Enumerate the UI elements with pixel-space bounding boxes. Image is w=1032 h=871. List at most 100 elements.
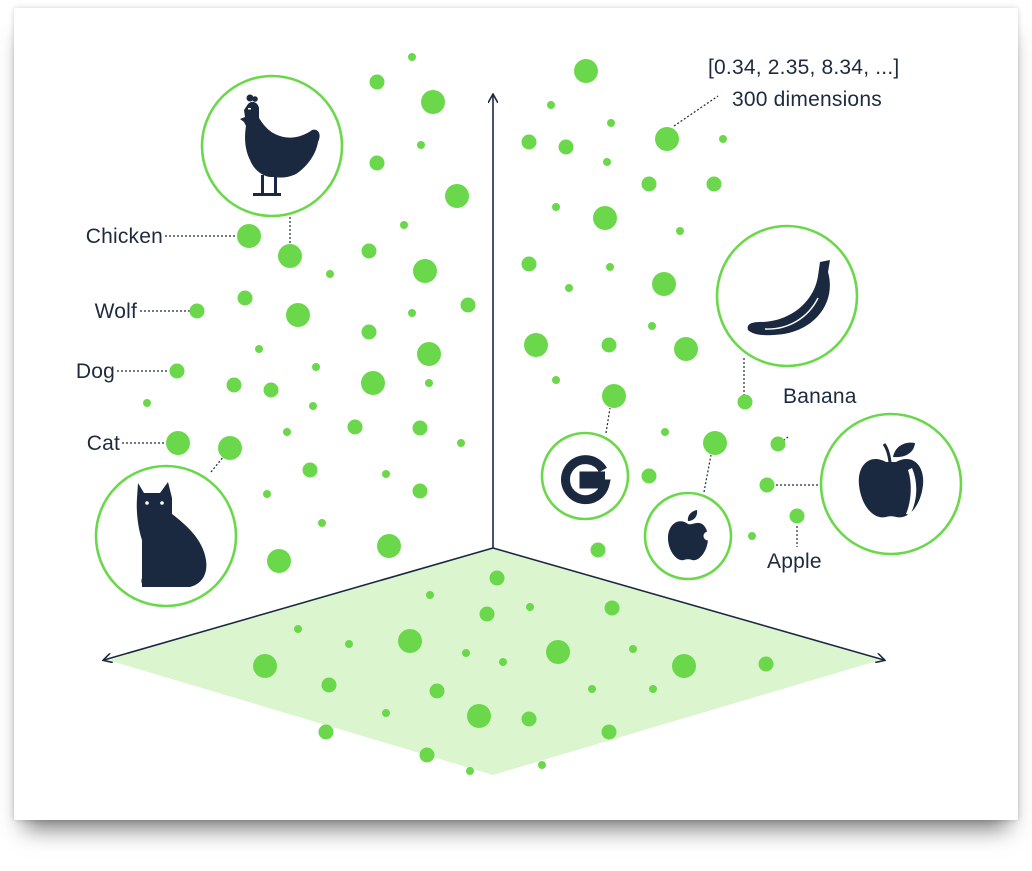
embedding-point xyxy=(419,747,435,763)
embedding-point xyxy=(318,519,326,527)
dog-label: Dog xyxy=(76,360,115,383)
embedding-point xyxy=(143,399,151,407)
embedding-point xyxy=(408,309,416,317)
embedding-point xyxy=(706,176,722,192)
embedding-point xyxy=(737,394,753,410)
embedding-point xyxy=(429,683,445,699)
embedding-point xyxy=(237,224,261,248)
google-logo-icon xyxy=(561,455,611,505)
embedding-point xyxy=(255,345,263,353)
embedding-point xyxy=(558,139,574,155)
embedding-point xyxy=(460,297,476,313)
embedding-point xyxy=(345,640,353,648)
embedding-point xyxy=(759,477,775,493)
embedding-point xyxy=(674,337,698,361)
embedding-point xyxy=(312,363,320,371)
left-axis xyxy=(104,547,494,660)
embedding-point xyxy=(189,303,205,319)
cat-label: Cat xyxy=(87,432,120,455)
embedding-point xyxy=(398,629,422,653)
embedding-point xyxy=(361,371,385,395)
right-axis xyxy=(492,547,884,660)
embedding-point xyxy=(758,656,774,672)
embedding-point xyxy=(425,379,433,387)
embedding-point xyxy=(361,324,377,340)
embedding-points xyxy=(143,53,805,775)
embedding-point xyxy=(369,74,385,90)
embedding-point xyxy=(719,135,727,143)
embedding-point xyxy=(466,767,474,775)
embedding-point xyxy=(546,640,570,664)
embedding-point xyxy=(789,508,805,524)
embedding-point xyxy=(748,532,756,540)
embedding-point xyxy=(421,90,445,114)
embedding-point xyxy=(400,221,408,229)
embedding-point xyxy=(169,363,185,379)
embedding-point xyxy=(552,203,560,211)
embedding-point xyxy=(602,384,626,408)
embedding-point xyxy=(499,658,507,666)
embedding-point xyxy=(462,649,470,657)
embedding-point xyxy=(593,206,617,230)
embedding-point xyxy=(489,570,505,586)
embedding-point xyxy=(603,158,611,166)
embedding-point xyxy=(347,419,363,435)
embedding-point xyxy=(417,141,425,149)
embedding-point xyxy=(326,270,334,278)
embedding-point xyxy=(649,685,657,693)
embedding-point xyxy=(413,259,437,283)
embedding-point xyxy=(445,184,469,208)
embedding-point xyxy=(321,677,337,693)
embedding-point xyxy=(302,462,318,478)
embedding-point xyxy=(676,227,684,235)
embedding-point xyxy=(226,377,242,393)
embedding-point xyxy=(382,470,390,478)
embedding-point xyxy=(629,645,637,653)
embedding-point xyxy=(655,127,679,151)
embedding-point xyxy=(318,724,334,740)
wolf-label: Wolf xyxy=(95,300,137,323)
embedding-point xyxy=(703,431,727,455)
embedding-point xyxy=(601,724,617,740)
embedding-point xyxy=(283,428,291,436)
banana-icon xyxy=(747,260,830,336)
chicken-label: Chicken xyxy=(86,225,163,248)
embedding-point xyxy=(457,439,465,447)
embedding-point xyxy=(426,591,434,599)
embedding-point xyxy=(565,284,573,292)
embedding-point xyxy=(408,53,416,61)
embedding-point xyxy=(590,542,606,558)
embedding-point xyxy=(641,468,657,484)
embedding-point xyxy=(588,685,596,693)
embedding-point xyxy=(467,704,491,728)
dimensions-label: 300 dimensions xyxy=(732,88,882,111)
embedding-point xyxy=(574,59,598,83)
embedding-point xyxy=(604,600,620,616)
embedding-point xyxy=(648,322,656,330)
embedding-point xyxy=(263,382,279,398)
embedding-point xyxy=(218,436,242,460)
banana-circle xyxy=(715,224,859,368)
embedding-point xyxy=(641,176,657,192)
embedding-point xyxy=(606,263,614,271)
embedding-point xyxy=(237,290,253,306)
embedding-point xyxy=(652,272,676,296)
embedding-point xyxy=(294,625,302,633)
embedding-point xyxy=(526,603,534,611)
embedding-point xyxy=(361,243,377,259)
embedding-point xyxy=(552,376,560,384)
embedding-point xyxy=(267,549,291,573)
embedding-point xyxy=(479,606,495,622)
cat-icon xyxy=(136,482,207,587)
embedding-point xyxy=(278,244,302,268)
embedding-point xyxy=(412,420,428,436)
embedding-point xyxy=(521,711,537,727)
embedding-point xyxy=(263,490,271,498)
embedding-point xyxy=(166,431,190,455)
embedding-point xyxy=(538,761,546,769)
embedding-point xyxy=(672,654,696,678)
embedding-point xyxy=(770,436,786,452)
embedding-point xyxy=(309,402,317,410)
embedding-point xyxy=(286,303,310,327)
